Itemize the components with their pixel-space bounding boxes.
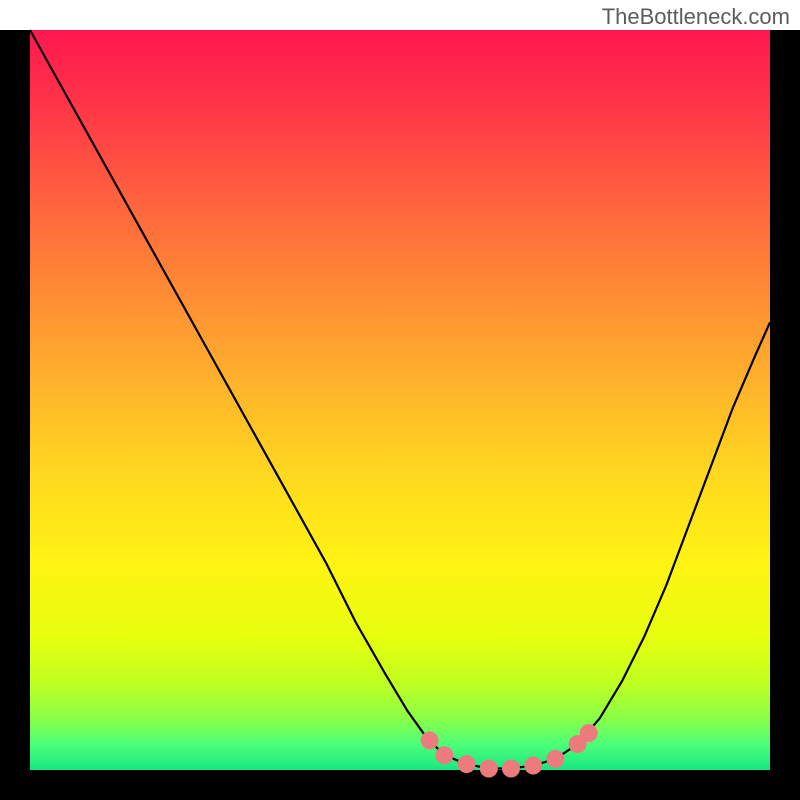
highlight-marker <box>435 746 453 764</box>
highlight-marker <box>421 731 439 749</box>
highlight-marker <box>546 750 564 768</box>
chart-svg <box>0 0 800 800</box>
chart-container: TheBottleneck.com <box>0 0 800 800</box>
watermark-text: TheBottleneck.com <box>602 4 790 30</box>
highlight-marker <box>502 760 520 778</box>
highlight-marker <box>480 760 498 778</box>
highlight-marker <box>524 757 542 775</box>
plot-background <box>30 30 770 770</box>
highlight-marker <box>458 755 476 773</box>
highlight-marker <box>580 724 598 742</box>
